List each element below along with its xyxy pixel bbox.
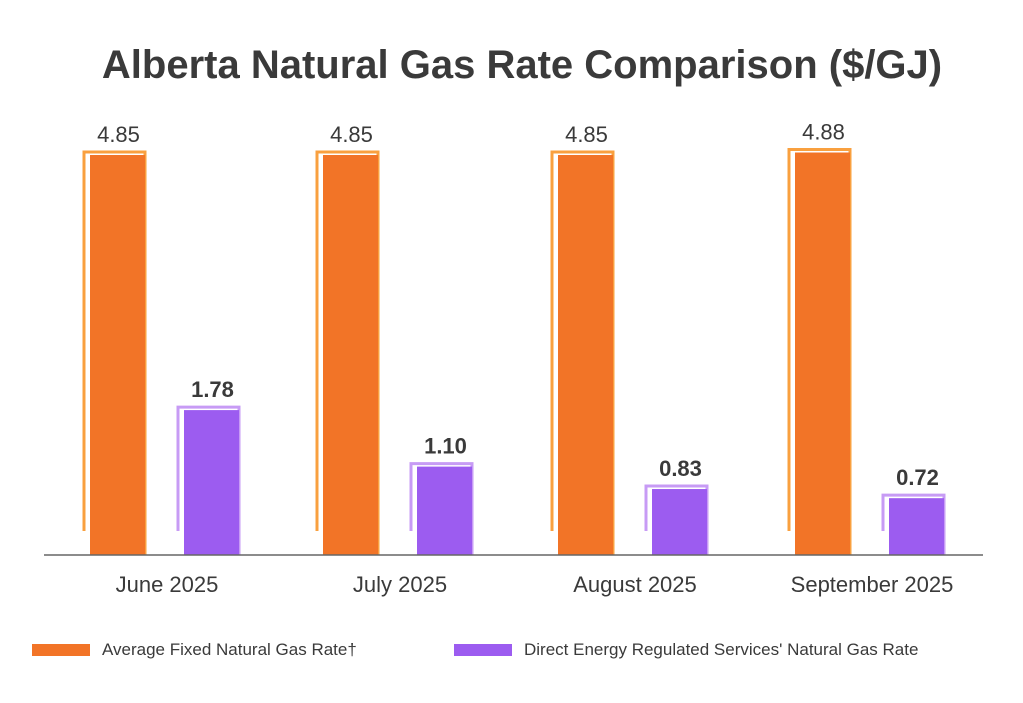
legend-label-fixed-rate: Average Fixed Natural Gas Rate† bbox=[102, 640, 357, 659]
data-label-regulated-august-2025: 0.83 bbox=[659, 456, 702, 481]
bar-regulated-june-2025 bbox=[184, 410, 239, 555]
legend-swatch-regulated-rate bbox=[454, 644, 512, 656]
data-label-fixed-june-2025: 4.85 bbox=[97, 122, 140, 147]
data-label-regulated-june-2025: 1.78 bbox=[191, 377, 234, 402]
legend-item-regulated-rate: Direct Energy Regulated Services' Natura… bbox=[454, 640, 918, 660]
bar-fixed-august-2025 bbox=[558, 155, 613, 555]
x-tick-label-june-2025: June 2025 bbox=[116, 572, 219, 597]
bar-regulated-september-2025 bbox=[889, 498, 944, 555]
chart-title: Alberta Natural Gas Rate Comparison ($/G… bbox=[102, 43, 942, 87]
x-tick-label-august-2025: August 2025 bbox=[573, 572, 697, 597]
legend-label-regulated-rate: Direct Energy Regulated Services' Natura… bbox=[524, 640, 919, 659]
data-label-fixed-july-2025: 4.85 bbox=[330, 122, 373, 147]
legend-item-fixed-rate: Average Fixed Natural Gas Rate† bbox=[32, 640, 357, 660]
data-label-fixed-august-2025: 4.85 bbox=[565, 122, 608, 147]
data-label-fixed-september-2025: 4.88 bbox=[802, 120, 845, 145]
bar-fixed-june-2025 bbox=[90, 155, 145, 555]
data-label-regulated-september-2025: 0.72 bbox=[896, 465, 939, 490]
legend: Average Fixed Natural Gas Rate† Direct E… bbox=[0, 640, 1023, 664]
x-tick-label-july-2025: July 2025 bbox=[353, 572, 447, 597]
bar-regulated-july-2025 bbox=[417, 466, 472, 555]
bar-regulated-august-2025 bbox=[652, 489, 707, 555]
x-tick-label-september-2025: September 2025 bbox=[791, 572, 954, 597]
data-label-regulated-july-2025: 1.10 bbox=[424, 434, 467, 459]
bar-fixed-july-2025 bbox=[323, 155, 378, 555]
bar-fixed-september-2025 bbox=[795, 152, 850, 556]
legend-swatch-fixed-rate bbox=[32, 644, 90, 656]
